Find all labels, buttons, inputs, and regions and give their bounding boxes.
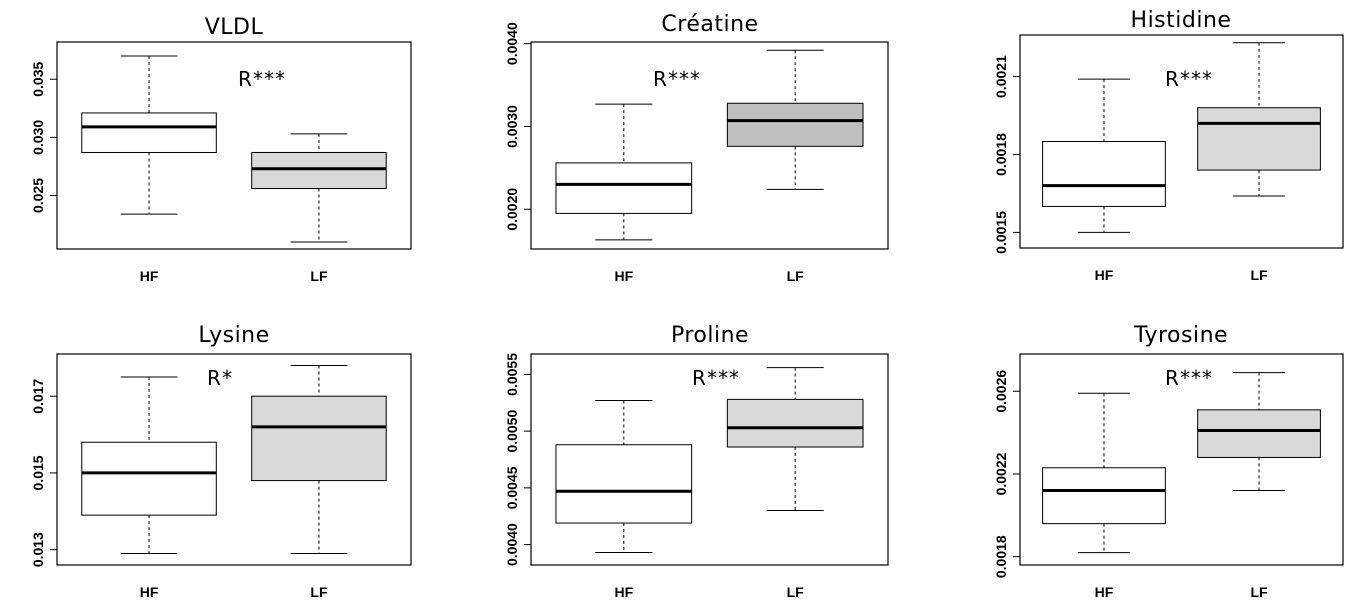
significance-annotation: R*** <box>238 67 286 91</box>
box-hf <box>1042 141 1166 207</box>
plot-frame <box>56 41 412 250</box>
y-tick-label: 0.0021 <box>993 55 1009 98</box>
y-tick-label: 0.035 <box>30 61 46 96</box>
plot-frame <box>56 353 412 566</box>
category-label: LF <box>1250 267 1268 283</box>
y-tick-label: 0.0045 <box>504 466 520 509</box>
box-lf <box>251 151 387 190</box>
box-lf <box>726 102 864 147</box>
box-lf <box>1197 409 1321 458</box>
category-label: LF <box>1250 584 1268 600</box>
panel-3: Lysine HF LF 0.013 0.015 0.017 R* <box>30 323 412 600</box>
y-tick-label: 0.0015 <box>993 211 1009 254</box>
y-tick-label: 0.0022 <box>993 452 1009 495</box>
significance-annotation: R*** <box>1165 67 1213 91</box>
y-tick-label: 0.0055 <box>504 353 520 396</box>
panel-title: Lysine <box>198 323 269 348</box>
box-hf <box>555 162 693 214</box>
panel-4: Proline HF LF 0.0040 0.0045 0.0050 0.0055 R*** <box>504 323 889 600</box>
category-label: HF <box>1095 267 1114 283</box>
significance-annotation: R*** <box>653 67 701 91</box>
panel-title: Créatine <box>661 12 758 37</box>
panel-2: Histidine HF LF 0.0015 0.0018 0.0021 R*** <box>993 8 1344 283</box>
category-label: HF <box>614 268 633 284</box>
category-label: LF <box>310 584 328 600</box>
category-label: HF <box>140 268 159 284</box>
panel-title: VLDL <box>205 15 264 40</box>
panel-0: VLDL HF LF 0.025 0.030 0.035 R*** <box>30 15 412 284</box>
y-tick-label: 0.013 <box>30 532 46 567</box>
category-label: HF <box>614 584 633 600</box>
y-tick-label: 0.0040 <box>504 523 520 566</box>
plot-frame <box>530 353 889 566</box>
y-tick-label: 0.0018 <box>993 535 1009 578</box>
significance-annotation: R*** <box>692 366 740 390</box>
y-tick-label: 0.0020 <box>504 188 520 231</box>
panel-title: Proline <box>671 323 749 348</box>
y-tick-label: 0.015 <box>30 455 46 490</box>
y-tick-label: 0.0040 <box>504 22 520 65</box>
category-label: HF <box>140 584 159 600</box>
y-tick-label: 0.0026 <box>993 370 1009 413</box>
panel-5: Tyrosine HF LF 0.0018 0.0022 0.0026 R*** <box>993 323 1344 600</box>
box-hf <box>81 441 217 516</box>
panel-title: Tyrosine <box>1133 323 1228 348</box>
y-tick-label: 0.0018 <box>993 133 1009 176</box>
box-hf <box>555 444 693 524</box>
significance-annotation: R*** <box>1165 366 1213 390</box>
category-label: LF <box>310 268 328 284</box>
category-label: LF <box>787 584 805 600</box>
y-tick-label: 0.017 <box>30 378 46 413</box>
panel-title: Histidine <box>1131 8 1232 33</box>
box-lf <box>726 398 864 448</box>
significance-annotation: R* <box>207 366 233 390</box>
category-label: LF <box>787 268 805 284</box>
category-label: HF <box>1095 584 1114 600</box>
plot-frame <box>1019 34 1344 249</box>
y-tick-label: 0.0050 <box>504 410 520 453</box>
plot-frame <box>1019 353 1344 566</box>
y-tick-label: 0.0030 <box>504 105 520 148</box>
y-tick-label: 0.030 <box>30 120 46 155</box>
box-lf <box>251 395 387 482</box>
box-hf <box>1042 467 1166 525</box>
y-tick-label: 0.025 <box>30 178 46 213</box>
panel-1: Créatine HF LF 0.0020 0.0030 0.0040 R*** <box>504 12 889 284</box>
plot-frame <box>530 41 889 250</box>
box-lf <box>1197 107 1321 171</box>
box-hf <box>81 112 217 153</box>
